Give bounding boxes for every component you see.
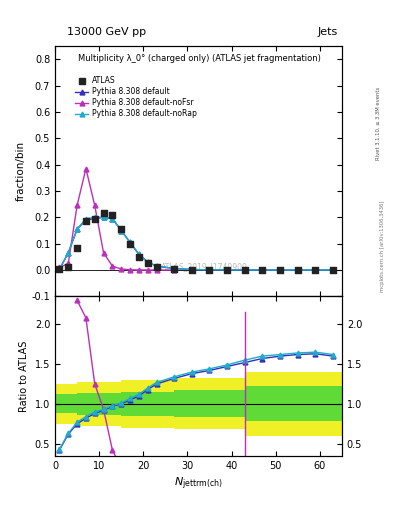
Pythia 8.308 default — [110, 216, 115, 222]
Pythia 8.308 default — [92, 216, 97, 222]
Pythia 8.308 default-noRap — [278, 267, 283, 273]
Pythia 8.308 default-noFsr — [110, 263, 115, 269]
Pythia 8.308 default — [278, 267, 283, 273]
Pythia 8.308 default-noFsr — [172, 267, 176, 273]
Pythia 8.308 default-noRap — [225, 267, 230, 273]
Pythia 8.308 default-noRap — [207, 267, 212, 273]
Pythia 8.308 default-noRap — [242, 267, 247, 273]
Text: Rivet 3.1.10, ≥ 3.3M events: Rivet 3.1.10, ≥ 3.3M events — [376, 86, 381, 160]
Pythia 8.308 default — [260, 267, 265, 273]
Pythia 8.308 default — [225, 267, 230, 273]
Pythia 8.308 default-noFsr — [84, 165, 88, 172]
Pythia 8.308 default-noFsr — [145, 267, 150, 273]
Pythia 8.308 default — [101, 215, 106, 221]
Pythia 8.308 default-noFsr — [66, 261, 71, 267]
Pythia 8.308 default-noRap — [110, 216, 115, 222]
ATLAS — [153, 263, 160, 271]
Pythia 8.308 default-noRap — [313, 267, 318, 273]
Line: Pythia 8.308 default-noFsr: Pythia 8.308 default-noFsr — [57, 166, 176, 272]
Pythia 8.308 default-noFsr — [136, 267, 141, 273]
ATLAS — [101, 209, 107, 218]
ATLAS — [295, 266, 301, 274]
Pythia 8.308 default-noRap — [128, 239, 132, 245]
Pythia 8.308 default-noRap — [296, 267, 300, 273]
Pythia 8.308 default — [128, 239, 132, 245]
Pythia 8.308 default-noRap — [331, 267, 336, 273]
Pythia 8.308 default-noRap — [101, 215, 106, 221]
ATLAS — [145, 260, 151, 268]
Pythia 8.308 default — [189, 266, 194, 272]
Pythia 8.308 default — [242, 267, 247, 273]
ATLAS — [224, 266, 230, 274]
Pythia 8.308 default — [75, 226, 79, 232]
Line: Pythia 8.308 default-noRap: Pythia 8.308 default-noRap — [57, 215, 336, 272]
Y-axis label: Ratio to ATLAS: Ratio to ATLAS — [19, 340, 29, 412]
Pythia 8.308 default-noRap — [145, 259, 150, 265]
ATLAS — [206, 266, 213, 274]
Legend: ATLAS, Pythia 8.308 default, Pythia 8.308 default-noFsr, Pythia 8.308 default-no: ATLAS, Pythia 8.308 default, Pythia 8.30… — [73, 75, 198, 120]
X-axis label: $N_\mathregular{jettrm(ch)}$: $N_\mathregular{jettrm(ch)}$ — [174, 476, 223, 493]
ATLAS — [92, 215, 98, 223]
ATLAS — [56, 265, 62, 273]
Pythia 8.308 default — [145, 259, 150, 265]
Pythia 8.308 default-noFsr — [57, 264, 62, 270]
Pythia 8.308 default-noRap — [154, 263, 159, 269]
ATLAS — [259, 266, 266, 274]
Pythia 8.308 default-noFsr — [92, 202, 97, 208]
Pythia 8.308 default-noFsr — [154, 267, 159, 273]
Pythia 8.308 default — [331, 267, 336, 273]
Pythia 8.308 default-noRap — [57, 266, 62, 272]
ATLAS — [83, 217, 89, 225]
Pythia 8.308 default-noRap — [92, 215, 97, 221]
ATLAS — [242, 266, 248, 274]
Pythia 8.308 default-noFsr — [101, 250, 106, 256]
Pythia 8.308 default — [119, 227, 123, 233]
Text: Multiplicity λ_0° (charged only) (ATLAS jet fragmentation): Multiplicity λ_0° (charged only) (ATLAS … — [78, 54, 321, 62]
Pythia 8.308 default-noRap — [119, 227, 123, 233]
ATLAS — [74, 244, 80, 252]
Pythia 8.308 default — [84, 217, 88, 223]
Pythia 8.308 default-noRap — [172, 265, 176, 271]
ATLAS — [136, 253, 142, 261]
Pythia 8.308 default — [172, 265, 176, 271]
ATLAS — [312, 266, 319, 274]
ATLAS — [118, 225, 124, 233]
Text: ATLAS_2019_I1740909: ATLAS_2019_I1740909 — [161, 262, 248, 271]
Pythia 8.308 default-noRap — [84, 216, 88, 222]
ATLAS — [127, 240, 133, 248]
Pythia 8.308 default — [57, 266, 62, 272]
ATLAS — [189, 265, 195, 273]
Pythia 8.308 default-noRap — [136, 251, 141, 258]
Pythia 8.308 default-noRap — [66, 250, 71, 256]
ATLAS — [65, 263, 72, 271]
Pythia 8.308 default — [296, 267, 300, 273]
ATLAS — [330, 266, 336, 274]
Pythia 8.308 default-noRap — [75, 226, 79, 232]
Y-axis label: fraction/bin: fraction/bin — [16, 141, 26, 201]
Pythia 8.308 default-noRap — [260, 267, 265, 273]
Pythia 8.308 default-noFsr — [119, 266, 123, 272]
Pythia 8.308 default-noRap — [189, 266, 194, 272]
ATLAS — [171, 265, 177, 273]
ATLAS — [109, 210, 116, 219]
Pythia 8.308 default — [313, 267, 318, 273]
Text: 13000 GeV pp: 13000 GeV pp — [67, 27, 146, 37]
Pythia 8.308 default-noFsr — [75, 202, 79, 208]
Pythia 8.308 default — [207, 267, 212, 273]
Line: Pythia 8.308 default: Pythia 8.308 default — [57, 215, 336, 272]
Pythia 8.308 default — [66, 250, 71, 256]
Pythia 8.308 default — [136, 251, 141, 258]
ATLAS — [277, 266, 283, 274]
Pythia 8.308 default — [154, 263, 159, 269]
Pythia 8.308 default-noFsr — [128, 267, 132, 273]
Text: Jets: Jets — [318, 27, 338, 37]
Text: mcplots.cern.ch [arXiv:1306.3436]: mcplots.cern.ch [arXiv:1306.3436] — [380, 200, 385, 291]
